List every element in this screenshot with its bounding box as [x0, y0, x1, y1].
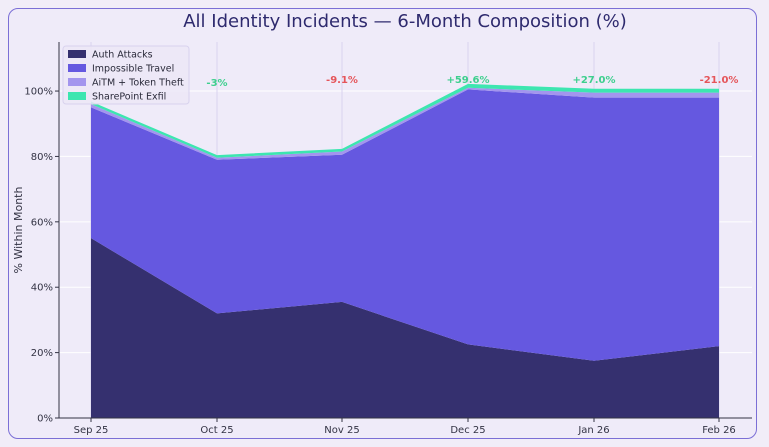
x-tick-label: Feb 26	[702, 425, 736, 436]
legend-label: Auth Attacks	[92, 50, 153, 61]
change-annotation: +59.6%	[446, 75, 489, 86]
legend-swatch	[68, 64, 86, 72]
change-annotation: -21.0%	[700, 75, 739, 86]
legend-box	[62, 45, 190, 105]
chart-title: All Identity Incidents — 6-Month Composi…	[183, 11, 627, 32]
area-sharepoint-exfil	[91, 83, 719, 158]
series-areas	[91, 83, 719, 418]
legend-label: Impossible Travel	[92, 64, 174, 75]
tick-labels: 0% 20% 40% 60% 80% 100% Sep 25 Oct 25 Nov 25 Dec …	[24, 87, 735, 436]
legend-swatch	[68, 50, 86, 58]
area-impossible-travel	[91, 89, 719, 361]
x-tick-label: Nov 25	[324, 425, 359, 436]
y-tick-label: 100%	[24, 87, 53, 98]
x-tick-label: Jan 26	[577, 425, 609, 436]
change-annotation: -3%	[206, 78, 227, 89]
x-tick-label: Dec 25	[450, 425, 485, 436]
y-tick-label: 60%	[31, 217, 53, 228]
y-tick-label: 80%	[31, 152, 53, 163]
legend: Auth Attacks Impossible Travel AiTM + Toke…	[62, 45, 190, 105]
y-tick-label: 0%	[37, 414, 53, 425]
y-axis-label: % Within Month	[12, 187, 25, 274]
legend-swatch	[68, 78, 86, 86]
y-tick-label: 20%	[31, 348, 53, 359]
change-annotation: +27.0%	[572, 75, 615, 86]
y-tick-label: 40%	[31, 283, 53, 294]
area-auth-attacks	[91, 238, 719, 418]
change-annotation: -9.1%	[326, 75, 358, 86]
legend-label: AiTM + Token Theft	[92, 78, 184, 89]
legend-label: SharePoint Exfil	[92, 92, 166, 103]
x-tick-label: Oct 25	[200, 425, 233, 436]
x-tick-label: Sep 25	[74, 425, 109, 436]
axes	[58, 42, 752, 419]
legend-swatch	[68, 92, 86, 100]
area-aitm-token-theft	[91, 87, 719, 160]
change-annotations: -3% -9.1% +59.6% +27.0% -21.0%	[206, 75, 738, 89]
